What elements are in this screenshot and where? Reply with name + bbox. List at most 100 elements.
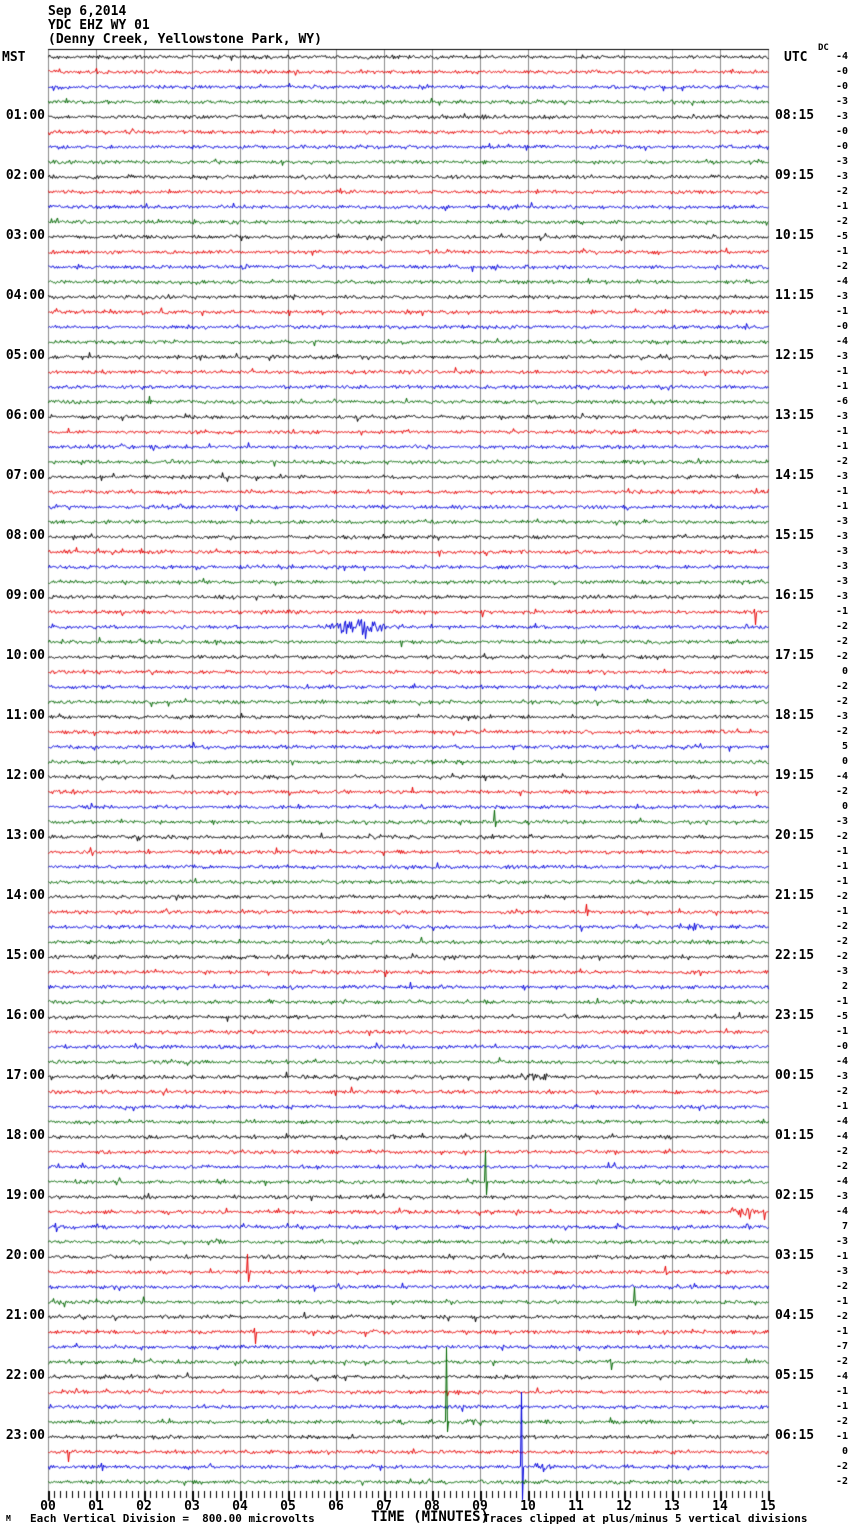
dc-offset-value: -1 — [835, 861, 848, 872]
dc-offset-value: -2 — [835, 1146, 848, 1157]
utc-hour-label: 12:15 — [775, 348, 815, 363]
dc-offset-value: -0 — [835, 81, 848, 92]
dc-offset-value: -2 — [835, 1356, 848, 1367]
dc-offset-value: -1 — [835, 441, 848, 452]
minute-tick-label: 10 — [520, 1499, 536, 1514]
dc-offset-value: -4 — [835, 1206, 848, 1217]
vertical-scale-note: Each Vertical Division = 800.00 microvol… — [30, 1512, 315, 1525]
dc-offset-value: -2 — [835, 1461, 848, 1472]
left-timezone-header: MST — [2, 50, 26, 65]
station-code: YDC EHZ WY 01 — [48, 18, 150, 33]
mst-hour-label: 11:00 — [5, 708, 45, 723]
minute-tick-label: 15 — [760, 1499, 776, 1514]
mst-hour-label: 06:00 — [5, 408, 45, 423]
dc-offset-value: -1 — [835, 1296, 848, 1307]
utc-hour-label: 13:15 — [775, 408, 815, 423]
dc-offset-value: -1 — [835, 1101, 848, 1112]
mst-hour-label: 16:00 — [5, 1008, 45, 1023]
mst-hour-label: 19:00 — [5, 1188, 45, 1203]
dc-offset-value: -3 — [835, 291, 848, 302]
dc-offset-value: -4 — [835, 771, 848, 782]
minute-tick-label: 06 — [328, 1499, 344, 1514]
minute-tick-label: 04 — [232, 1499, 248, 1514]
dc-offset-value: -1 — [835, 1326, 848, 1337]
mst-hour-label: 22:00 — [5, 1368, 45, 1383]
x-axis-title: TIME (MINUTES) — [371, 1509, 490, 1525]
dc-offset-value: -1 — [835, 1386, 848, 1397]
mst-hour-label: 03:00 — [5, 228, 45, 243]
dc-offset-value: -1 — [835, 1251, 848, 1262]
dc-offset-value: -3 — [835, 531, 848, 542]
dc-offset-value: -2 — [835, 216, 848, 227]
mst-hour-label: 08:00 — [5, 528, 45, 543]
dc-offset-value: -1 — [835, 201, 848, 212]
dc-offset-value: -2 — [835, 936, 848, 947]
dc-offset-value: -3 — [835, 591, 848, 602]
mst-hour-label: 21:00 — [5, 1308, 45, 1323]
mst-hour-label: 23:00 — [5, 1428, 45, 1443]
utc-hour-label: 15:15 — [775, 528, 815, 543]
dc-offset-value: -3 — [835, 171, 848, 182]
dc-offset-value: -3 — [835, 546, 848, 557]
utc-hour-label: 16:15 — [775, 588, 815, 603]
dc-offset-value: -3 — [835, 1236, 848, 1247]
utc-hour-label: 10:15 — [775, 228, 815, 243]
dc-offset-value: -2 — [835, 456, 848, 467]
minute-tick-label: 07 — [376, 1499, 392, 1514]
mst-hour-label: 20:00 — [5, 1248, 45, 1263]
minute-tick-label: 12 — [616, 1499, 632, 1514]
mst-hour-label: 13:00 — [5, 828, 45, 843]
minute-tick-label: 09 — [472, 1499, 488, 1514]
dc-offset-value: -2 — [835, 651, 848, 662]
dc-offset-value: -2 — [835, 831, 848, 842]
utc-hour-label: 20:15 — [775, 828, 815, 843]
dc-offset-value: -0 — [835, 66, 848, 77]
dc-offset-value: -4 — [835, 1131, 848, 1142]
mst-hour-label: 18:00 — [5, 1128, 45, 1143]
dc-offset-value: -2 — [835, 186, 848, 197]
dc-offset-value: -1 — [835, 1431, 848, 1442]
dc-offset-value: -4 — [835, 1056, 848, 1067]
utc-hour-label: 21:15 — [775, 888, 815, 903]
dc-offset-value: -3 — [835, 561, 848, 572]
dc-offset-value: -1 — [835, 876, 848, 887]
dc-offset-value: -2 — [835, 1086, 848, 1097]
dc-offset-value: -2 — [835, 951, 848, 962]
utc-hour-label: 01:15 — [775, 1128, 815, 1143]
station-location: (Denny Creek, Yellowstone Park, WY) — [48, 32, 322, 47]
dc-offset-value: -2 — [835, 921, 848, 932]
dc-offset-value: -4 — [835, 1116, 848, 1127]
utc-hour-label: 11:15 — [775, 288, 815, 303]
dc-offset-value: -2 — [835, 636, 848, 647]
dc-offset-value: -2 — [835, 696, 848, 707]
dc-offset-value: -2 — [835, 1281, 848, 1292]
dc-offset-value: -3 — [835, 156, 848, 167]
minute-tick-label: 00 — [40, 1499, 56, 1514]
dc-offset-value: -0 — [835, 126, 848, 137]
dc-offset-value: -4 — [835, 51, 848, 62]
dc-offset-value: -5 — [835, 231, 848, 242]
dc-offset-value: -4 — [835, 1176, 848, 1187]
dc-offset-header: DC — [818, 43, 829, 53]
dc-offset-value: -1 — [835, 906, 848, 917]
dc-offset-value: -4 — [835, 336, 848, 347]
mst-hour-label: 10:00 — [5, 648, 45, 663]
mst-hour-label: 01:00 — [5, 108, 45, 123]
minute-tick-label: 03 — [184, 1499, 200, 1514]
dc-offset-value: -2 — [835, 1311, 848, 1322]
utc-hour-label: 22:15 — [775, 948, 815, 963]
utc-hour-label: 19:15 — [775, 768, 815, 783]
dc-offset-value: -2 — [835, 261, 848, 272]
dc-offset-value: -0 — [835, 1041, 848, 1052]
dc-offset-value: -3 — [835, 1266, 848, 1277]
utc-hour-label: 18:15 — [775, 708, 815, 723]
dc-offset-value: -3 — [835, 576, 848, 587]
mst-hour-label: 15:00 — [5, 948, 45, 963]
dc-offset-value: -1 — [835, 426, 848, 437]
minute-tick-label: 08 — [424, 1499, 440, 1514]
dc-offset-value: -0 — [835, 321, 848, 332]
utc-hour-label: 03:15 — [775, 1248, 815, 1263]
dc-offset-value: -1 — [835, 381, 848, 392]
